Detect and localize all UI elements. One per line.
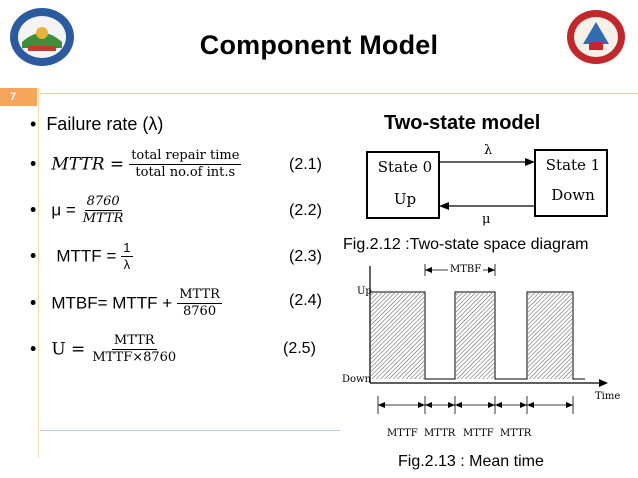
university-logo-left (10, 8, 74, 66)
mtbf-denominator: 8760 (183, 304, 217, 319)
down-label: Down (342, 374, 372, 385)
u-lhs: U = (51, 339, 86, 360)
bullet-mtbf: • MTBF= MTTF + MTTR 8760 (30, 287, 222, 320)
mtbf-fraction: MTTR 8760 (177, 287, 222, 320)
bullet-mttf: • MTTF = 1 λ (30, 240, 133, 273)
mtbf-lhs: MTBF= MTTF + (51, 293, 173, 313)
bullet-mu: • μ = 8760 MTTR (30, 194, 126, 227)
mu-numerator: 8760 (84, 194, 122, 211)
mttf-denominator: λ (123, 257, 131, 272)
slide-number: 7 (0, 88, 37, 106)
mttr-numerator: total repair time (129, 148, 242, 165)
header-rule (40, 93, 638, 94)
lambda-label: λ (484, 143, 493, 158)
eq-2-2: (2.2) (289, 202, 322, 219)
axis-label-mttr-1: MTTR (424, 428, 456, 439)
mttr-denominator: total no.of int.s (135, 165, 236, 180)
left-rule (38, 88, 39, 458)
fig-2-13-caption: Fig.2.13 : Mean time (398, 453, 544, 470)
state0-name: State 0 (377, 158, 433, 176)
eq-2-5: (2.5) (283, 340, 316, 357)
eq-2-4: (2.4) (289, 292, 322, 309)
up-label: Up (357, 286, 372, 297)
eq-2-1: (2.1) (289, 156, 322, 173)
mu-lhs: μ = (51, 200, 76, 220)
mttf-fraction: 1 λ (121, 240, 133, 273)
mttf-lhs: MTTF = (56, 246, 117, 266)
state1-name: State 1 (545, 156, 601, 174)
u-denominator: MTTF×8760 (92, 350, 177, 365)
axis-label-mttr-2: MTTR (500, 428, 532, 439)
axis-label-mttf-1: MTTF (387, 428, 418, 439)
mean-time-diagram (369, 264, 608, 414)
axis-label-mttf-2: MTTF (463, 428, 494, 439)
time-label: Time (595, 391, 621, 402)
slide-title: Component Model (199, 30, 439, 60)
bullet-unavailability: • U = MTTR MTTF×8760 (30, 333, 178, 366)
mttr-fraction: total repair time total no.of int.s (129, 148, 242, 181)
eq-2-3: (2.3) (289, 248, 322, 265)
mtbf-label: MTBF (448, 264, 484, 275)
mu-fraction: 8760 MTTR (81, 194, 126, 227)
two-state-heading: Two-state model (384, 112, 541, 134)
university-logo-right (567, 10, 625, 64)
state0-status: Up (393, 190, 417, 208)
u-numerator: MTTR (111, 333, 157, 350)
mtbf-numerator: MTTR (177, 287, 222, 304)
bullet-failure-rate: • Failure rate (λ) (30, 114, 164, 134)
u-fraction: MTTR MTTF×8760 (90, 333, 178, 366)
failure-rate-text: Failure rate (λ) (46, 114, 164, 134)
state1-status: Down (551, 186, 595, 204)
two-state-diagram (366, 149, 608, 219)
mu-label: μ (482, 212, 491, 227)
mu-denominator: MTTR (82, 211, 124, 226)
mttf-numerator: 1 (121, 240, 133, 257)
bullet-mttr: • MTTR = total repair time total no.of i… (30, 148, 242, 181)
bottom-rule (40, 430, 340, 431)
fig-2-12-caption: Fig.2.12 :Two-state space diagram (343, 236, 589, 253)
mttr-lhs: MTTR = (51, 154, 125, 175)
